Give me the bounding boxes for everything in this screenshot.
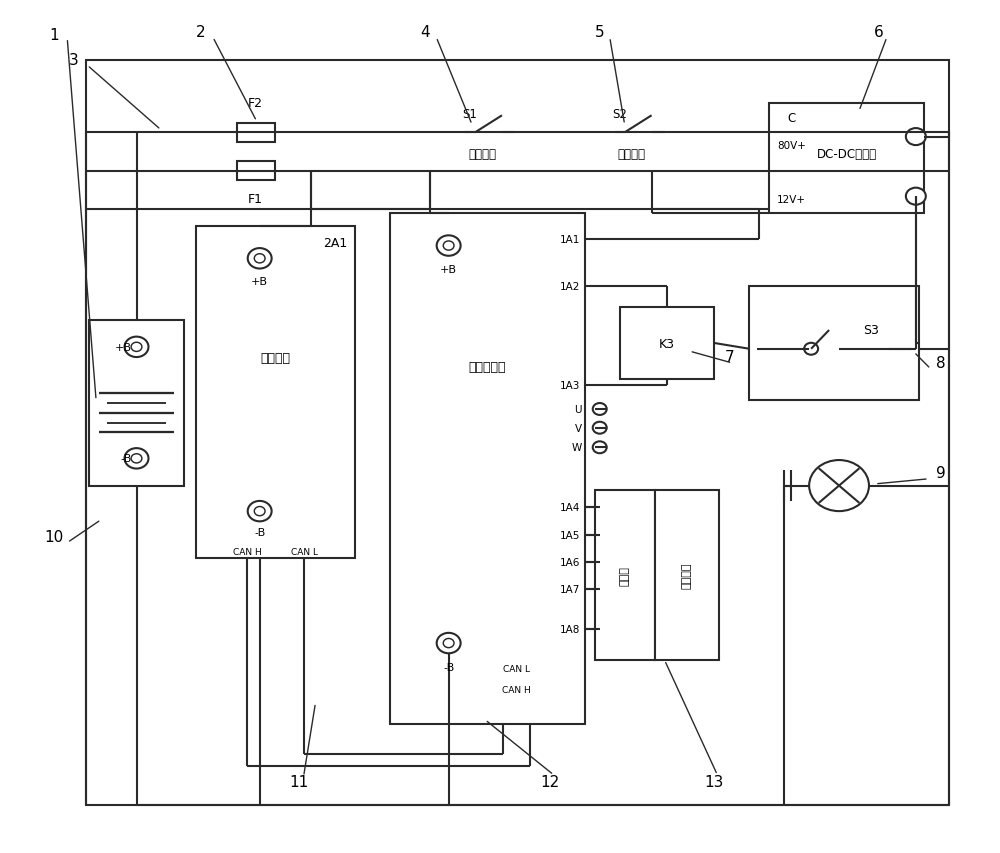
Text: 2A1: 2A1 — [323, 237, 347, 250]
Text: 12: 12 — [540, 775, 559, 789]
Text: CAN H: CAN H — [502, 686, 531, 694]
Circle shape — [248, 249, 272, 270]
Circle shape — [254, 254, 265, 264]
Text: 1A1: 1A1 — [559, 235, 580, 245]
Text: U: U — [574, 404, 582, 415]
Text: 7: 7 — [725, 349, 734, 364]
Circle shape — [131, 454, 142, 463]
Text: -B: -B — [120, 454, 132, 464]
Text: -B: -B — [254, 528, 265, 537]
Bar — [595, 490, 655, 660]
Circle shape — [125, 449, 148, 469]
Text: DC-DC转换器: DC-DC转换器 — [816, 148, 877, 161]
Text: 80V+: 80V+ — [777, 141, 806, 151]
Circle shape — [906, 129, 926, 146]
Text: 4: 4 — [420, 26, 430, 40]
Bar — [769, 103, 924, 214]
Text: CAN H: CAN H — [233, 547, 261, 556]
Bar — [749, 287, 919, 401]
Text: +B: +B — [251, 277, 268, 287]
Bar — [196, 227, 355, 558]
Text: V: V — [575, 423, 582, 433]
Bar — [237, 162, 275, 181]
Text: 13: 13 — [705, 775, 724, 789]
Text: 8: 8 — [936, 355, 946, 370]
Text: S1: S1 — [463, 108, 478, 121]
Circle shape — [437, 633, 461, 653]
Text: 1A3: 1A3 — [559, 380, 580, 391]
Text: S3: S3 — [863, 323, 879, 336]
Circle shape — [593, 403, 607, 415]
Text: S2: S2 — [612, 108, 627, 121]
Text: C: C — [787, 113, 795, 125]
Text: 叉车控制器: 叉车控制器 — [469, 361, 506, 374]
Text: 1A4: 1A4 — [559, 502, 580, 513]
Bar — [620, 307, 714, 380]
Text: 1A7: 1A7 — [559, 585, 580, 595]
Text: 显示仪表: 显示仪表 — [261, 352, 291, 365]
Text: 交流电机: 交流电机 — [682, 562, 692, 589]
Circle shape — [254, 507, 265, 516]
Text: +B: +B — [440, 264, 457, 274]
Text: 5: 5 — [595, 26, 605, 40]
Text: CAN L: CAN L — [503, 664, 530, 673]
Circle shape — [809, 461, 869, 512]
Text: 11: 11 — [289, 775, 308, 789]
Circle shape — [443, 639, 454, 648]
Text: 1A5: 1A5 — [559, 531, 580, 540]
Text: F1: F1 — [248, 193, 263, 206]
Circle shape — [248, 502, 272, 522]
Circle shape — [131, 343, 142, 352]
Text: W: W — [572, 443, 582, 453]
Text: +B: +B — [115, 342, 132, 352]
Bar — [655, 490, 719, 660]
Text: 急停开关: 急停开关 — [468, 148, 496, 161]
Circle shape — [443, 241, 454, 251]
Text: 驱动器: 驱动器 — [620, 566, 630, 585]
Text: 3: 3 — [69, 54, 79, 68]
Text: 1A6: 1A6 — [559, 558, 580, 567]
Circle shape — [593, 442, 607, 454]
Circle shape — [125, 337, 148, 357]
Text: 6: 6 — [874, 26, 884, 40]
Text: F2: F2 — [248, 97, 263, 110]
Text: -B: -B — [443, 662, 454, 672]
Text: 2: 2 — [196, 26, 206, 40]
Text: 1: 1 — [49, 28, 59, 43]
Bar — [237, 124, 275, 142]
Text: 鑰匙开关: 鑰匙开关 — [618, 148, 646, 161]
Text: 1A8: 1A8 — [559, 624, 580, 634]
Text: 1A2: 1A2 — [559, 281, 580, 291]
Circle shape — [804, 344, 818, 356]
Circle shape — [437, 236, 461, 257]
Bar — [89, 320, 184, 486]
Text: CAN L: CAN L — [291, 547, 318, 556]
Text: 9: 9 — [936, 466, 946, 481]
Bar — [390, 214, 585, 724]
Circle shape — [906, 189, 926, 206]
Circle shape — [593, 422, 607, 434]
Text: 10: 10 — [45, 530, 64, 544]
Bar — [86, 61, 949, 805]
Text: K3: K3 — [659, 337, 675, 350]
Text: 12V+: 12V+ — [777, 194, 806, 205]
